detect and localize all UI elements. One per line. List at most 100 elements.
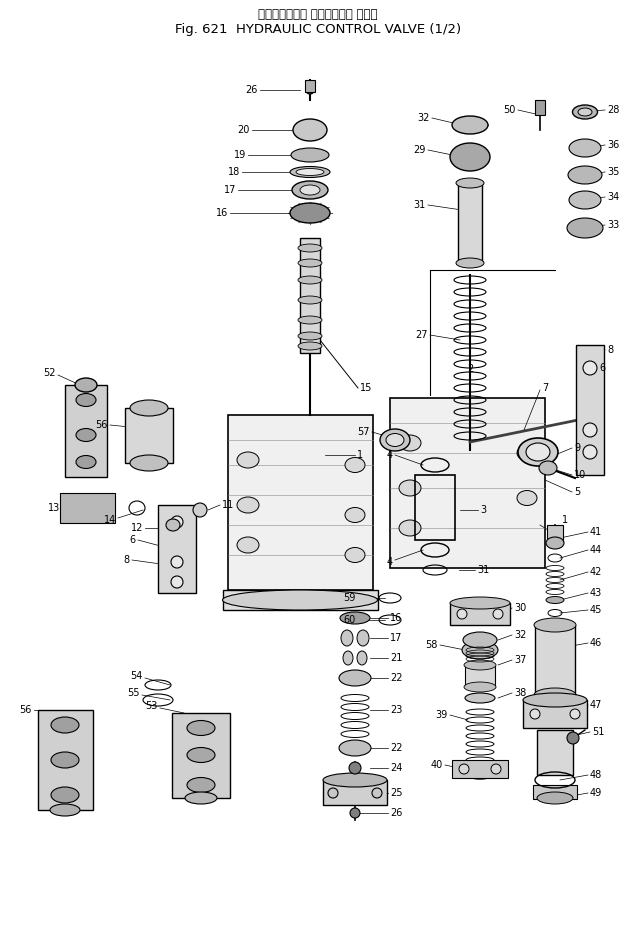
Ellipse shape (463, 632, 497, 648)
Text: 37: 37 (514, 655, 527, 665)
Ellipse shape (187, 747, 215, 763)
Ellipse shape (323, 773, 387, 787)
Circle shape (349, 762, 361, 774)
Text: 7: 7 (542, 383, 548, 393)
Text: 28: 28 (607, 105, 619, 115)
Text: 42: 42 (590, 567, 602, 577)
Text: 4: 4 (387, 450, 393, 460)
Text: 11: 11 (222, 500, 234, 510)
Ellipse shape (465, 693, 495, 703)
Text: 38: 38 (514, 688, 526, 698)
Text: 53: 53 (146, 701, 158, 711)
Text: 56: 56 (20, 705, 32, 715)
Ellipse shape (290, 203, 330, 223)
Text: 31: 31 (477, 565, 489, 575)
Ellipse shape (568, 166, 602, 184)
Bar (576, 345, 604, 475)
Circle shape (530, 709, 540, 719)
Text: 22: 22 (390, 743, 403, 753)
Ellipse shape (237, 452, 259, 468)
Ellipse shape (237, 497, 259, 513)
Ellipse shape (51, 717, 79, 733)
Ellipse shape (339, 670, 371, 686)
Text: 14: 14 (104, 515, 116, 525)
Ellipse shape (569, 191, 601, 209)
Text: 39: 39 (436, 710, 448, 720)
Text: 29: 29 (413, 145, 426, 155)
Text: 35: 35 (607, 167, 619, 177)
Text: 52: 52 (43, 368, 56, 378)
Text: 44: 44 (590, 545, 602, 555)
Ellipse shape (306, 86, 314, 94)
Ellipse shape (546, 597, 564, 603)
Text: 43: 43 (590, 588, 602, 598)
Ellipse shape (75, 378, 97, 392)
Ellipse shape (462, 761, 498, 779)
Circle shape (567, 732, 579, 744)
Ellipse shape (534, 688, 576, 702)
Text: 23: 23 (390, 705, 403, 715)
Ellipse shape (223, 590, 378, 610)
Text: 54: 54 (130, 671, 143, 681)
Bar (415, 475, 455, 540)
Text: 24: 24 (390, 763, 403, 773)
Text: 33: 33 (607, 220, 619, 230)
Text: 6: 6 (130, 535, 136, 545)
Circle shape (459, 764, 469, 774)
Ellipse shape (399, 480, 421, 496)
Circle shape (583, 445, 597, 459)
Ellipse shape (357, 630, 369, 646)
Text: 47: 47 (590, 700, 602, 710)
Ellipse shape (76, 428, 96, 441)
Bar (60, 493, 115, 523)
Ellipse shape (298, 316, 322, 324)
Circle shape (583, 361, 597, 375)
Bar (458, 183, 482, 263)
Circle shape (171, 576, 183, 588)
Text: 59: 59 (343, 593, 356, 603)
Text: 51: 51 (592, 727, 604, 737)
Text: 30: 30 (514, 603, 526, 613)
Ellipse shape (339, 740, 371, 756)
Ellipse shape (298, 296, 322, 304)
Text: 1: 1 (562, 515, 568, 525)
Ellipse shape (296, 168, 324, 176)
Bar (300, 238, 320, 353)
Ellipse shape (298, 332, 322, 340)
Text: 45: 45 (590, 605, 602, 615)
Ellipse shape (456, 258, 484, 268)
Text: 19: 19 (234, 150, 246, 160)
Text: 21: 21 (390, 653, 403, 663)
Circle shape (171, 516, 183, 528)
Ellipse shape (578, 108, 592, 116)
Ellipse shape (343, 651, 353, 665)
Ellipse shape (399, 520, 421, 536)
Text: 25: 25 (390, 788, 403, 798)
Ellipse shape (537, 792, 573, 804)
Ellipse shape (380, 429, 410, 451)
Text: ハイドロリック コントロール バルブ: ハイドロリック コントロール バルブ (258, 7, 378, 21)
Circle shape (372, 788, 382, 798)
Ellipse shape (539, 461, 557, 475)
Ellipse shape (450, 143, 490, 171)
Ellipse shape (386, 434, 404, 447)
Text: 34: 34 (607, 192, 619, 202)
Text: 49: 49 (590, 788, 602, 798)
Ellipse shape (185, 792, 217, 804)
Circle shape (493, 609, 503, 619)
Ellipse shape (569, 139, 601, 157)
Ellipse shape (290, 166, 330, 178)
Bar (547, 525, 563, 543)
Ellipse shape (517, 445, 537, 461)
Text: 55: 55 (127, 688, 140, 698)
Text: 10: 10 (574, 470, 586, 480)
Text: 13: 13 (48, 503, 60, 513)
Text: 27: 27 (415, 330, 428, 340)
Circle shape (491, 764, 501, 774)
Text: 2: 2 (467, 364, 473, 374)
Circle shape (350, 808, 360, 818)
Ellipse shape (130, 455, 168, 471)
Ellipse shape (298, 244, 322, 252)
Bar (125, 408, 173, 463)
Text: 58: 58 (425, 640, 438, 650)
